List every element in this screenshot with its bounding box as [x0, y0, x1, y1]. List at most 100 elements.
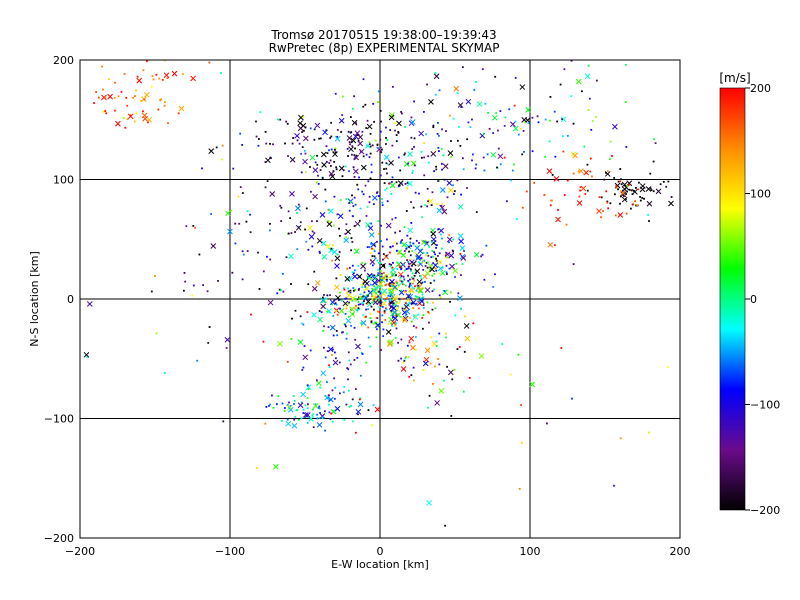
data-point — [544, 118, 547, 121]
data-point — [368, 141, 371, 144]
data-point — [348, 315, 350, 318]
data-point — [395, 242, 398, 245]
data-point — [283, 410, 286, 412]
data-point — [410, 201, 412, 204]
data-cross — [326, 308, 332, 314]
data-point — [342, 287, 345, 290]
data-point — [556, 120, 559, 123]
data-point — [404, 356, 407, 359]
data-point — [619, 202, 621, 205]
data-point — [375, 321, 378, 324]
data-point — [415, 272, 418, 275]
data-point — [341, 114, 344, 116]
data-point — [423, 156, 425, 159]
data-point — [311, 408, 314, 411]
data-point — [619, 180, 622, 183]
data-cross — [332, 151, 338, 158]
data-point — [414, 303, 417, 306]
data-point — [122, 117, 125, 119]
data-point — [305, 207, 308, 210]
data-point — [242, 253, 245, 256]
data-point — [445, 254, 447, 257]
data-cross — [287, 406, 294, 413]
data-point — [372, 102, 375, 105]
data-cross — [389, 112, 395, 118]
data-point — [120, 90, 123, 93]
data-point — [286, 360, 289, 363]
data-point — [426, 83, 428, 86]
data-point — [408, 246, 410, 248]
data-point — [345, 307, 348, 310]
colorbar-tick-label: 200 — [750, 82, 771, 95]
data-cross — [572, 152, 578, 159]
data-point — [462, 168, 465, 171]
data-point — [375, 240, 378, 243]
data-point — [414, 315, 417, 318]
data-point — [435, 258, 437, 260]
data-cross — [422, 273, 428, 280]
data-cross — [465, 98, 472, 105]
data-cross — [146, 116, 153, 123]
data-point — [458, 346, 461, 348]
data-point — [136, 75, 139, 78]
data-point — [435, 93, 437, 96]
data-point — [370, 163, 373, 166]
data-point — [255, 135, 258, 138]
data-point — [339, 274, 342, 276]
data-point — [365, 215, 368, 217]
data-point — [463, 250, 466, 252]
data-cross — [452, 267, 459, 274]
data-point — [428, 246, 431, 248]
data-point — [364, 285, 367, 288]
data-point — [196, 359, 199, 362]
data-point — [208, 326, 211, 328]
data-point — [342, 169, 345, 172]
data-point — [441, 237, 443, 240]
data-point — [431, 263, 433, 266]
data-point — [385, 162, 388, 165]
data-point — [435, 246, 437, 249]
data-point — [390, 299, 393, 301]
data-point — [630, 189, 633, 192]
data-point — [373, 244, 376, 247]
data-point — [328, 366, 331, 368]
data-point — [380, 269, 382, 272]
data-point — [487, 112, 490, 114]
data-point — [350, 153, 353, 156]
data-point — [613, 484, 615, 487]
data-point — [325, 297, 328, 300]
data-point — [152, 78, 155, 81]
data-point — [412, 206, 415, 209]
data-point — [433, 170, 435, 173]
data-point — [272, 406, 275, 409]
data-point — [587, 64, 590, 67]
data-point — [626, 185, 629, 187]
data-point — [241, 250, 244, 253]
data-point — [381, 198, 383, 200]
data-cross — [265, 157, 271, 164]
data-point — [351, 264, 354, 267]
data-point — [323, 325, 325, 328]
data-cross — [521, 116, 528, 123]
data-cross — [346, 292, 352, 299]
data-point — [313, 138, 316, 141]
data-point — [452, 184, 454, 187]
data-point — [620, 178, 622, 181]
data-point — [437, 358, 440, 360]
data-point — [409, 284, 411, 287]
data-cross — [402, 315, 409, 322]
data-cross — [312, 403, 319, 409]
data-point — [355, 304, 357, 307]
data-cross — [453, 85, 460, 92]
data-cross — [423, 240, 430, 247]
data-point — [562, 135, 564, 138]
data-point — [388, 288, 391, 291]
data-point — [124, 126, 127, 129]
data-point — [282, 290, 285, 293]
data-point — [102, 110, 105, 113]
data-point — [348, 266, 351, 269]
data-point — [415, 289, 418, 292]
data-point — [624, 198, 627, 201]
data-point — [312, 413, 315, 416]
data-point — [332, 224, 335, 227]
